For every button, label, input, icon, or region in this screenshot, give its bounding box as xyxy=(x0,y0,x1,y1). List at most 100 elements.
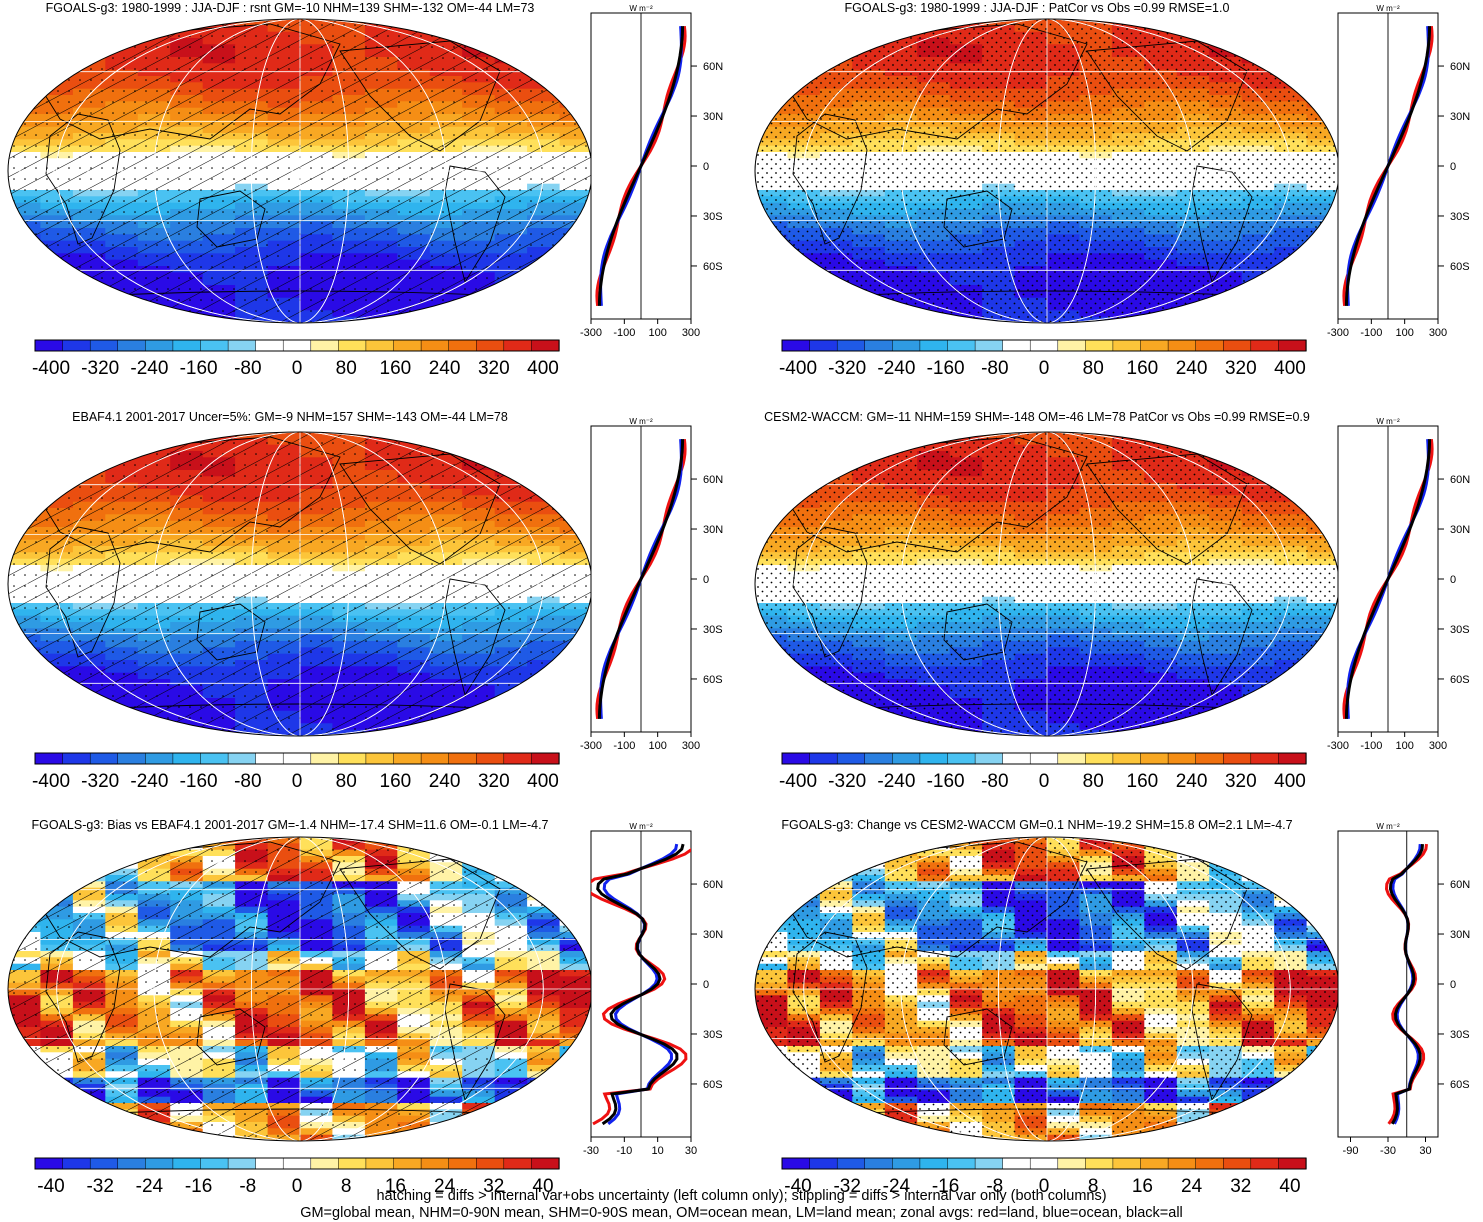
colorbar-tick: 320 xyxy=(478,358,510,379)
colorbar-tick: 240 xyxy=(429,358,461,379)
latitude-tick: 60N xyxy=(1450,61,1470,73)
latitude-tick: 0 xyxy=(703,979,709,991)
zonal-value-tick: 100 xyxy=(648,327,666,339)
latitude-tick: 0 xyxy=(703,574,709,586)
latitude-tick: 30S xyxy=(1450,1029,1470,1041)
zonal-value-tick: 10 xyxy=(652,1145,664,1157)
colorbar-tick: -320 xyxy=(81,358,119,379)
panel-1: FGOALS-g3: 1980-1999 : JJA-DJF : rsnt GM… xyxy=(8,1,723,379)
footer-line-2: GM=global mean, NHM=0-90N mean, SHM=0-90… xyxy=(0,1205,1483,1222)
latitude-tick: 60S xyxy=(1450,261,1470,273)
colorbar-tick: -240 xyxy=(130,771,168,792)
latitude-tick: 60S xyxy=(1450,1079,1470,1091)
colorbar-tick: 400 xyxy=(527,358,559,379)
colorbar-tick: 320 xyxy=(1225,358,1257,379)
zonal-value-tick: 100 xyxy=(1395,740,1413,752)
latitude-tick: 30S xyxy=(1450,211,1470,223)
latitude-tick: 0 xyxy=(1450,161,1456,173)
colorbar-tick: 160 xyxy=(380,771,412,792)
colorbar-tick: -160 xyxy=(927,771,965,792)
world-map xyxy=(755,837,1340,1142)
colorbar-tick: 80 xyxy=(336,771,357,792)
zonal-value-tick: -300 xyxy=(1327,740,1349,752)
colorbar-tick: -160 xyxy=(180,771,218,792)
latitude-tick: 60N xyxy=(703,879,723,891)
colorbar-tick: 0 xyxy=(292,358,303,379)
latitude-tick: 60S xyxy=(703,1079,723,1091)
panel-title: FGOALS-g3: 1980-1999 : JJA-DJF : PatCor … xyxy=(845,1,1230,15)
zonal-value-tick: 300 xyxy=(682,327,700,339)
colorbar-tick: 0 xyxy=(1039,358,1050,379)
latitude-tick: 30S xyxy=(703,624,723,636)
colorbar-tick: 240 xyxy=(429,771,461,792)
world-map xyxy=(755,19,1340,324)
colorbar-tick: -400 xyxy=(779,358,817,379)
colorbar-tick: 0 xyxy=(292,771,303,792)
zonal-value-tick: -300 xyxy=(1327,327,1349,339)
colorbar-tick: 400 xyxy=(1274,358,1306,379)
zonal-average-plot: W m⁻² 60N 30N 0 30S 60S -30 -10 10 30 xyxy=(583,822,723,1157)
panel-3: EBAF4.1 2001-2017 Uncer=5%: GM=-9 NHM=15… xyxy=(8,410,723,792)
world-map xyxy=(755,432,1340,737)
panel-5: FGOALS-g3: Bias vs EBAF4.1 2001-2017 GM=… xyxy=(8,818,723,1197)
zonal-value-tick: -10 xyxy=(616,1145,632,1157)
latitude-tick: 0 xyxy=(1450,574,1456,586)
zonal-value-tick: 300 xyxy=(1429,740,1447,752)
latitude-tick: 30N xyxy=(1450,111,1470,123)
latitude-tick: 30S xyxy=(703,1029,723,1041)
latitude-tick: 60N xyxy=(703,474,723,486)
colorbar-tick: -400 xyxy=(32,358,70,379)
colorbar-tick: -240 xyxy=(130,358,168,379)
world-map xyxy=(8,432,593,737)
world-map xyxy=(8,837,593,1142)
latitude-tick: 60S xyxy=(1450,674,1470,686)
colorbar-tick: 400 xyxy=(1274,771,1306,792)
colorbar-tick: 240 xyxy=(1176,771,1208,792)
zonal-value-tick: -100 xyxy=(1360,740,1382,752)
world-map xyxy=(8,19,593,324)
zonal-value-tick: 30 xyxy=(1419,1145,1431,1157)
zonal-unit-label: W m⁻² xyxy=(629,822,653,831)
latitude-tick: 30N xyxy=(703,929,723,941)
colorbar-tick: -320 xyxy=(828,771,866,792)
zonal-value-tick: -100 xyxy=(1360,327,1382,339)
panel-4: CESM2-WACCM: GM=-11 NHM=159 SHM=-148 OM=… xyxy=(755,410,1470,792)
zonal-value-tick: -100 xyxy=(613,327,635,339)
colorbar-tick: 80 xyxy=(1083,358,1104,379)
panel-title: FGOALS-g3: Bias vs EBAF4.1 2001-2017 GM=… xyxy=(31,818,548,832)
colorbar-tick: 320 xyxy=(478,771,510,792)
panel-title: CESM2-WACCM: GM=-11 NHM=159 SHM=-148 OM=… xyxy=(764,410,1310,424)
zonal-value-tick: 30 xyxy=(685,1145,697,1157)
colorbar-tick: -160 xyxy=(927,358,965,379)
zonal-unit-label: W m⁻² xyxy=(1376,822,1400,831)
colorbar-tick: 80 xyxy=(336,358,357,379)
latitude-tick: 0 xyxy=(703,161,709,173)
zonal-unit-label: W m⁻² xyxy=(1376,417,1400,426)
latitude-tick: 0 xyxy=(1450,979,1456,991)
latitude-tick: 60S xyxy=(703,261,723,273)
latitude-tick: 30S xyxy=(703,211,723,223)
latitude-tick: 30N xyxy=(1450,929,1470,941)
zonal-value-tick: 100 xyxy=(1395,327,1413,339)
panel-title: FGOALS-g3: Change vs CESM2-WACCM GM=0.1 … xyxy=(781,818,1292,832)
zonal-value-tick: 300 xyxy=(682,740,700,752)
colorbar-tick: 400 xyxy=(527,771,559,792)
latitude-tick: 60N xyxy=(1450,879,1470,891)
zonal-value-tick: -300 xyxy=(580,740,602,752)
zonal-value-tick: -30 xyxy=(1380,1145,1396,1157)
panel-6: FGOALS-g3: Change vs CESM2-WACCM GM=0.1 … xyxy=(755,818,1470,1197)
zonal-value-tick: -100 xyxy=(613,740,635,752)
zonal-value-tick: -30 xyxy=(583,1145,599,1157)
latitude-tick: 30S xyxy=(1450,624,1470,636)
zonal-value-tick: -300 xyxy=(580,327,602,339)
zonal-value-tick: 300 xyxy=(1429,327,1447,339)
zonal-unit-label: W m⁻² xyxy=(629,4,653,13)
colorbar-tick: -80 xyxy=(981,771,1008,792)
colorbar-tick: -320 xyxy=(81,771,119,792)
colorbar-tick: 240 xyxy=(1176,358,1208,379)
latitude-tick: 60N xyxy=(1450,474,1470,486)
